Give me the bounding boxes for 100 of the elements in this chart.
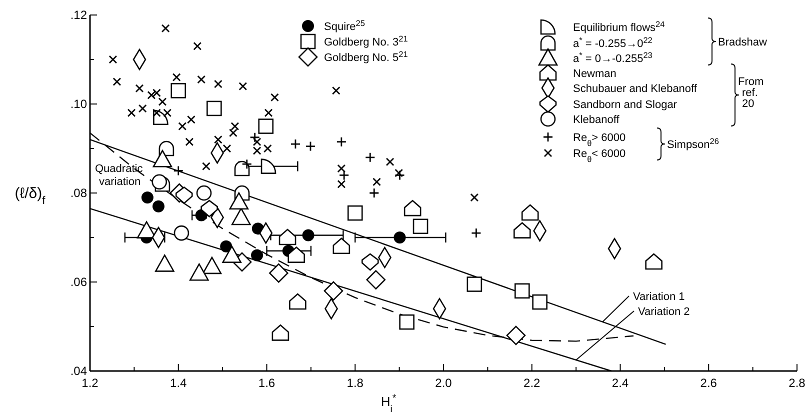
legend-label: Re$_{θ}$< 6000 [573,148,626,164]
point [506,326,526,346]
y-tick-label: .10 [70,97,88,111]
legend-label: Schubauer and Klebanoff [573,83,698,95]
point [197,75,206,84]
point [185,138,194,146]
point [163,108,172,118]
point [364,152,376,163]
point [399,314,414,330]
point [222,144,232,153]
point [220,240,232,252]
y-axis-title: (ℓ/δ)$_{f}$ [14,185,46,207]
point [289,293,306,310]
point [366,270,386,290]
point [214,135,222,144]
point [112,78,122,86]
point [412,218,428,234]
point [394,232,406,244]
point [161,24,170,33]
point [466,276,482,292]
legend-label: Klebanoff [573,114,620,126]
point [214,80,222,88]
point [231,208,251,226]
legend-label: Variation 2 [638,306,690,318]
point [230,122,240,130]
legend-label: Re$_{θ}$> 6000 [573,132,626,148]
text: Variation 1 [633,291,685,303]
point [135,84,144,93]
point [514,222,531,238]
x-tick-label: 1.4 [170,376,188,390]
point [272,324,290,341]
y-tick-label: .06 [70,275,88,289]
point [337,164,346,173]
point [278,228,296,246]
point [471,228,482,238]
point [172,73,181,82]
y-tick-label: .04 [70,364,88,378]
point [270,93,279,102]
y-tick-label: .08 [70,186,88,200]
point [127,108,136,118]
x-tick-label: 1.8 [346,376,364,390]
point [200,200,218,218]
point [202,162,210,170]
point [336,136,347,148]
point [288,246,306,263]
annotation: From ref. 20 [738,76,764,110]
series-label: Quadratic variation [95,163,144,188]
point [324,281,344,301]
point [193,42,202,50]
point [189,263,209,281]
point [108,55,118,64]
legend-label: Goldberg No. 3$^{21}$ [324,34,408,48]
x-tick-label: 1.6 [258,376,276,390]
point [332,86,340,95]
legend-label: a$^{*}$ = -0.255→0$^{22}$ [573,36,653,50]
point [394,170,405,180]
point [250,132,260,143]
legend-label: a$^{*}$ = 0→-0.255$^{23}$ [573,50,653,65]
point [138,104,147,113]
point [305,141,316,152]
point [228,128,238,138]
point [155,254,174,272]
point [202,256,222,274]
point [196,185,212,201]
annotation: Bradshaw [718,36,767,48]
point [222,246,242,263]
point [332,238,350,254]
point [234,160,250,176]
point [229,192,249,210]
legend-label: Newman [573,68,616,80]
y-tick-label: .12 [70,8,88,22]
point [532,294,548,310]
annotation: Simpson$^{26}$ [667,136,720,151]
legend-label: Squire$^{25}$ [324,18,366,33]
point [514,283,530,299]
x-tick-label: 2.8 [788,376,806,390]
point [174,225,190,241]
point [173,166,184,176]
point [152,174,168,190]
point [372,178,381,186]
point [252,146,262,155]
legend-label: Goldberg No. 5$^{21}$ [324,50,408,64]
point [263,144,272,153]
x-tick-label: 2.2 [524,376,541,390]
point [206,100,222,116]
point [290,138,301,150]
point [386,158,394,166]
point [152,150,172,168]
legend-label: Equilibrium flows$^{24}$ [573,20,666,34]
point [362,253,379,271]
point [394,168,404,178]
point [302,229,314,242]
point [470,193,479,202]
point [368,188,380,198]
point [175,186,193,204]
point [186,115,196,124]
point [170,83,186,98]
point [404,200,422,216]
x-tick-label: 2.4 [612,376,629,390]
point [141,191,154,204]
